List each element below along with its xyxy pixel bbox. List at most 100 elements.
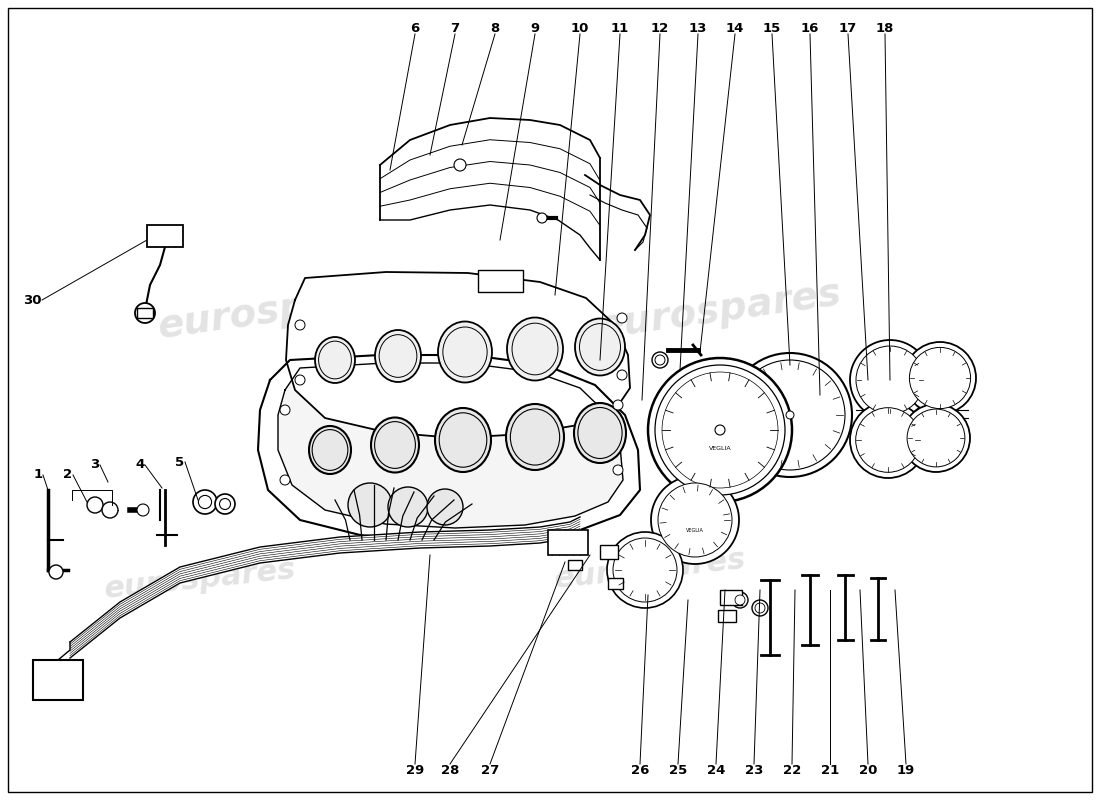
Circle shape	[537, 213, 547, 223]
Circle shape	[192, 490, 217, 514]
Ellipse shape	[371, 418, 419, 473]
Text: 3: 3	[90, 458, 100, 471]
Ellipse shape	[434, 408, 491, 472]
Circle shape	[752, 600, 768, 616]
Circle shape	[728, 353, 852, 477]
Text: 5: 5	[175, 455, 185, 469]
Text: eurospares: eurospares	[552, 546, 747, 594]
Text: 27: 27	[481, 763, 499, 777]
Text: 12: 12	[651, 22, 669, 34]
Circle shape	[613, 538, 676, 602]
Bar	[568, 560, 582, 570]
Text: VEGLIA: VEGLIA	[686, 528, 704, 533]
Bar	[478, 270, 522, 292]
Text: VEGLIA: VEGLIA	[708, 446, 732, 451]
Text: 2: 2	[64, 469, 73, 482]
Circle shape	[198, 495, 211, 509]
Polygon shape	[286, 272, 630, 438]
Text: 16: 16	[801, 22, 820, 34]
Text: 25: 25	[669, 763, 688, 777]
Bar	[147, 225, 183, 247]
Circle shape	[786, 411, 794, 419]
Circle shape	[454, 159, 466, 171]
Text: 17: 17	[839, 22, 857, 34]
Circle shape	[280, 475, 290, 485]
Text: 8: 8	[491, 22, 499, 34]
Text: 13: 13	[689, 22, 707, 34]
Circle shape	[427, 489, 463, 525]
Text: eurospares: eurospares	[596, 274, 845, 346]
Text: eurospares: eurospares	[156, 274, 405, 346]
Text: 11: 11	[610, 22, 629, 34]
Circle shape	[613, 400, 623, 410]
Circle shape	[658, 483, 732, 557]
Circle shape	[648, 358, 792, 502]
Circle shape	[732, 592, 748, 608]
Text: 24: 24	[707, 763, 725, 777]
Text: 9: 9	[530, 22, 540, 34]
Circle shape	[50, 565, 63, 579]
Text: 29: 29	[406, 763, 425, 777]
Bar	[600, 545, 618, 559]
Circle shape	[904, 342, 976, 414]
Circle shape	[735, 360, 845, 470]
Circle shape	[135, 303, 155, 323]
Circle shape	[214, 494, 235, 514]
Ellipse shape	[375, 330, 421, 382]
Circle shape	[850, 402, 926, 478]
Text: 1: 1	[33, 469, 43, 482]
Circle shape	[850, 340, 930, 420]
Circle shape	[902, 404, 970, 472]
Bar	[608, 578, 623, 589]
Circle shape	[613, 465, 623, 475]
Text: 6: 6	[410, 22, 419, 34]
Circle shape	[755, 603, 764, 613]
Text: 23: 23	[745, 763, 763, 777]
Circle shape	[138, 504, 148, 516]
Text: 20: 20	[859, 763, 877, 777]
Polygon shape	[70, 517, 580, 658]
Circle shape	[856, 408, 921, 472]
Circle shape	[617, 370, 627, 380]
Bar	[33, 660, 82, 700]
Circle shape	[654, 355, 666, 365]
Circle shape	[910, 347, 970, 409]
Circle shape	[651, 476, 739, 564]
Polygon shape	[278, 363, 623, 528]
Circle shape	[662, 372, 778, 488]
Text: 19: 19	[896, 763, 915, 777]
Text: eurospares: eurospares	[102, 555, 297, 605]
Bar	[138, 308, 153, 318]
Circle shape	[102, 502, 118, 518]
Ellipse shape	[315, 337, 355, 383]
Text: 18: 18	[876, 22, 894, 34]
Circle shape	[652, 352, 668, 368]
Circle shape	[87, 497, 103, 513]
Ellipse shape	[574, 403, 626, 463]
Text: 14: 14	[726, 22, 745, 34]
Circle shape	[348, 483, 392, 527]
Circle shape	[388, 487, 428, 527]
Bar	[548, 530, 588, 555]
Polygon shape	[379, 118, 600, 260]
Circle shape	[295, 375, 305, 385]
Text: 26: 26	[630, 763, 649, 777]
Text: 10: 10	[571, 22, 590, 34]
Text: 4: 4	[135, 458, 144, 471]
Text: 7: 7	[450, 22, 460, 34]
Bar	[720, 590, 742, 605]
Ellipse shape	[438, 322, 492, 382]
Text: 15: 15	[763, 22, 781, 34]
Circle shape	[856, 346, 924, 414]
Ellipse shape	[506, 404, 564, 470]
Circle shape	[908, 409, 965, 467]
Circle shape	[735, 595, 745, 605]
Text: 21: 21	[821, 763, 839, 777]
Circle shape	[715, 425, 725, 435]
Text: 30: 30	[23, 294, 42, 306]
Circle shape	[607, 532, 683, 608]
Bar	[718, 610, 736, 622]
Ellipse shape	[309, 426, 351, 474]
Circle shape	[220, 498, 231, 510]
Circle shape	[617, 313, 627, 323]
